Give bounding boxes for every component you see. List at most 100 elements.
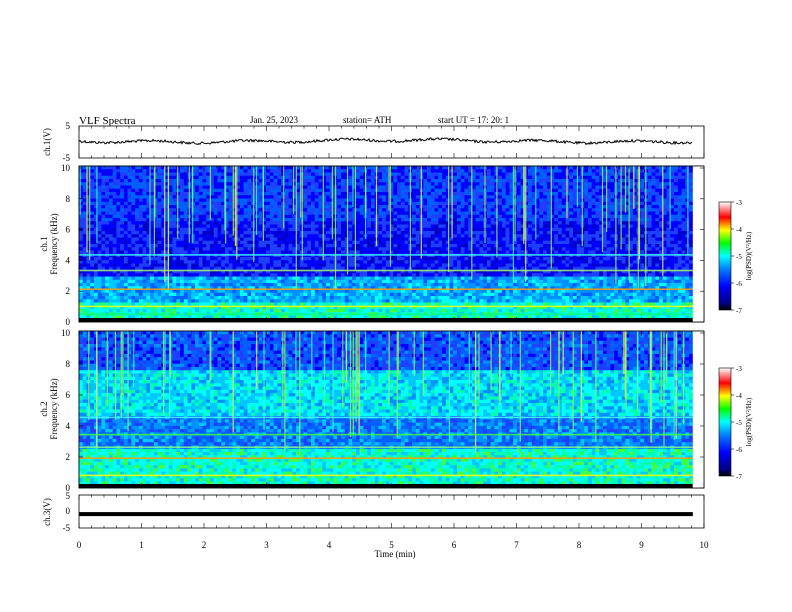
spectrogram-cell (138, 240, 143, 245)
spectrogram-cell (415, 201, 420, 206)
spectrogram-cell (475, 201, 480, 206)
spectrogram-cell (127, 169, 132, 173)
spectrogram-cell (277, 205, 282, 209)
spectrogram-cell (296, 188, 301, 193)
start-time-label: start UT = 17: 20: 1 (438, 115, 509, 125)
spectrogram-cell (528, 201, 533, 206)
spectrogram-cell (236, 188, 241, 193)
spectrogram-cell (258, 188, 263, 193)
spectrogram-cell (93, 224, 99, 229)
spectrogram-cell (202, 182, 207, 186)
spectrogram-cell (142, 240, 147, 245)
spectrogram-cell (558, 208, 563, 212)
spectrogram-cell (266, 205, 271, 209)
spectrogram-cell (157, 182, 162, 186)
spectrogram-cell (337, 211, 342, 216)
spectrogram-cell (284, 211, 289, 216)
spectrogram-cell (292, 188, 297, 193)
spectrogram-cell (116, 192, 121, 196)
spectrogram-cell (561, 175, 566, 180)
spectrogram-cell (314, 218, 319, 222)
spectrogram-cell (224, 166, 229, 170)
spectrogram-cell (180, 211, 185, 216)
spectrogram-cell (490, 192, 495, 196)
spectrogram-cell (195, 250, 200, 255)
spectrogram-cell (558, 224, 563, 229)
spectrogram-cell (640, 240, 645, 245)
spectrogram-cell (674, 169, 679, 173)
spectrogram-cell (483, 244, 488, 248)
spectrogram-cell (456, 231, 462, 235)
spectrogram-cell (640, 227, 645, 232)
spectrogram-cell (475, 195, 480, 199)
spectrogram-cell (108, 224, 113, 229)
spectrogram-cell (479, 188, 484, 193)
spectrogram-cell (93, 172, 99, 177)
spectrogram-cell (539, 179, 544, 183)
spectrogram-cell (79, 247, 84, 251)
spectrogram-cell (307, 240, 312, 245)
spectrogram-cell (105, 221, 110, 225)
spectrogram-cell (445, 175, 450, 180)
spectrogram-cell (632, 227, 637, 232)
spectrogram-cell (397, 208, 402, 212)
spectrogram-cell (105, 260, 110, 264)
spectrogram-cell (655, 237, 660, 242)
spectrogram-cell (528, 247, 533, 251)
spectrogram-cell (105, 244, 110, 248)
spectrogram-cell (168, 221, 173, 225)
spectrogram-cell (647, 179, 652, 183)
spectrogram-cell (385, 175, 390, 180)
spectrogram-cell (599, 169, 604, 173)
spectrogram-cell (670, 221, 675, 225)
spectrogram-cell (340, 250, 346, 255)
spectrogram-cell (105, 192, 110, 196)
spectrogram-cell (146, 218, 151, 222)
spectrogram-cell (108, 211, 113, 216)
spectrogram-cell (498, 211, 503, 216)
spectrogram-cell (666, 205, 671, 209)
spectrogram-cell (314, 247, 319, 251)
spectrogram-cell (97, 218, 102, 222)
spectrogram-cell (539, 182, 544, 186)
spectrogram-cell (228, 257, 233, 261)
spectrogram-cell (404, 179, 409, 183)
spectrogram-cell (311, 221, 316, 225)
spectrogram-cell (475, 257, 480, 261)
spectrogram-cell (142, 250, 147, 255)
spectrogram-cell (617, 231, 622, 235)
spectrogram-cell (400, 188, 405, 193)
spectrogram-cell (120, 166, 125, 170)
spectrogram-cell (352, 208, 357, 212)
spectrogram-cell (79, 195, 84, 199)
spectrogram-cell (86, 166, 91, 170)
spectrogram-cell (284, 247, 289, 251)
spectrogram-cell (340, 175, 346, 180)
spectrogram-cell (105, 257, 110, 261)
spectrogram-cell (677, 234, 682, 238)
spectrogram-cell (228, 214, 233, 219)
spectrogram-cell (116, 182, 121, 186)
spectrogram-cell (232, 211, 237, 216)
spectrogram-cell (352, 260, 357, 264)
spectrogram-cell (198, 185, 203, 190)
spectrogram-cell (322, 224, 327, 229)
spectrogram-cell (318, 224, 323, 229)
spectrogram-cell (516, 175, 521, 180)
spectrogram-cell (659, 218, 664, 222)
spectrogram-cell (217, 250, 222, 255)
spectrogram-cell (632, 169, 637, 173)
spectrogram-cell (430, 172, 435, 177)
spectrogram-cell (266, 218, 271, 222)
spectrogram-cell (86, 240, 91, 245)
spectrogram-cell (90, 201, 95, 206)
spectrogram-cell (281, 237, 286, 242)
spectrogram-cell (221, 169, 226, 173)
spectrogram-cell (516, 237, 521, 242)
spectrogram-cell (213, 227, 218, 232)
spectrogram-cell (576, 244, 581, 248)
spectrogram-cell (400, 169, 405, 173)
spectrogram-cell (606, 175, 611, 180)
spectrogram-cell (543, 166, 548, 170)
spectrogram-cell (456, 240, 462, 245)
